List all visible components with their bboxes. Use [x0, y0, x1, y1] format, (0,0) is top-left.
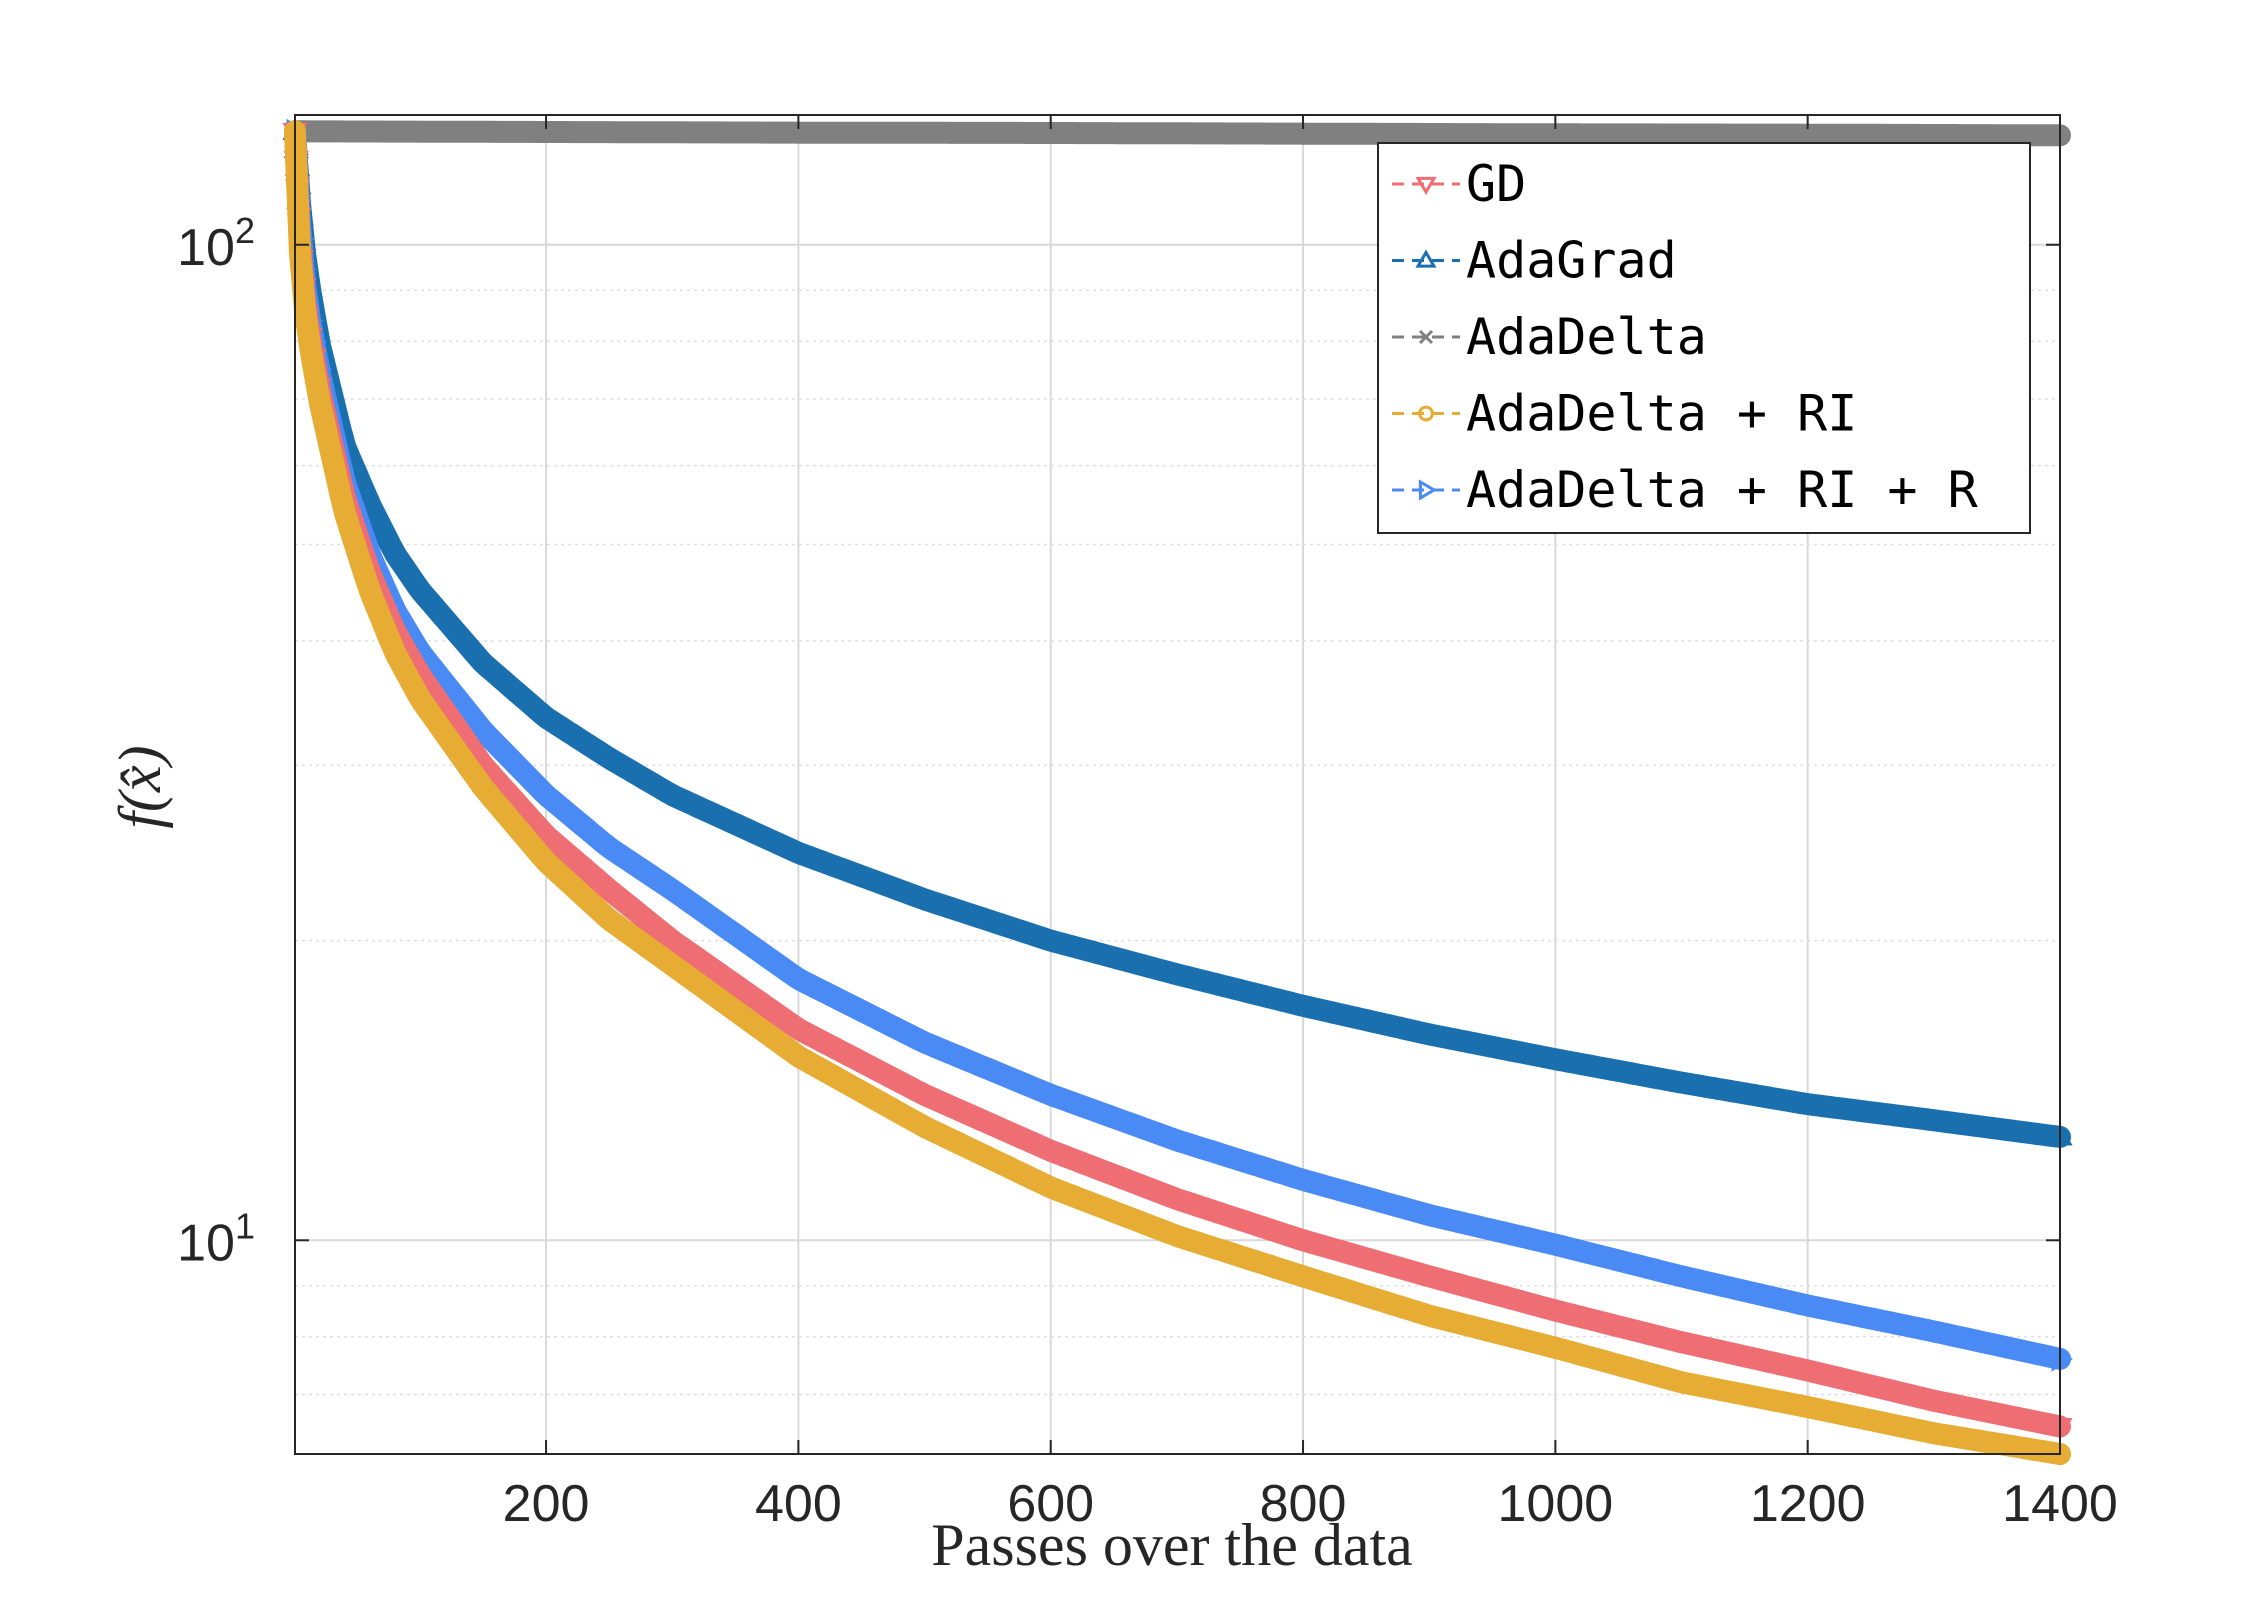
- y-tick-label: 101: [177, 1205, 255, 1272]
- legend-item: AdaDelta + RI + R: [1392, 461, 1979, 519]
- series-adadelta: [284, 120, 2071, 147]
- y-tick-label: 102: [177, 210, 255, 277]
- x-tick-label: 1000: [1498, 1475, 1614, 1533]
- series-marker: [291, 258, 311, 278]
- series-marker: [305, 122, 323, 140]
- x-axis-title: Passes over the data: [931, 1512, 1413, 1578]
- series-marker: [2051, 1346, 2073, 1372]
- series-marker: [1415, 176, 1437, 195]
- legend-item: AdaGrad: [1392, 232, 1677, 290]
- legend-item: AdaDelta + RI: [1392, 385, 1857, 443]
- series-line: [284, 120, 2071, 1148]
- series-marker: [1418, 405, 1434, 422]
- x-tick-label: 1200: [1750, 1475, 1866, 1533]
- y-axis-title: f(x̂): [107, 745, 173, 828]
- legend-label: AdaDelta: [1466, 308, 1707, 366]
- series-marker: [304, 360, 324, 380]
- x-tick-label: 600: [1007, 1475, 1094, 1533]
- series-marker: [296, 315, 316, 335]
- x-tick-label: 200: [503, 1475, 590, 1533]
- x-tick-label: 800: [1260, 1475, 1347, 1533]
- legend-box: [1377, 142, 2031, 534]
- series-marker: [288, 182, 308, 202]
- x-tick-label: 400: [755, 1475, 842, 1533]
- legend: GD AdaGrad AdaDelta AdaDelta + RI AdaDelta +…: [1377, 142, 2031, 534]
- series-marker: [309, 389, 329, 409]
- x-tick-label: 1400: [2002, 1475, 2118, 1533]
- series-line: [284, 120, 2071, 147]
- series-marker: [300, 337, 320, 357]
- series-marker: [289, 213, 309, 233]
- series-marker: [1418, 329, 1434, 345]
- series-layer: [282, 118, 2073, 1465]
- legend-item: GD: [1392, 155, 1526, 213]
- series-marker: [286, 152, 306, 172]
- tick-layer: 200 400 600 800 1000 1200 1400 102 101: [177, 115, 2118, 1533]
- legend-item: AdaDelta: [1392, 308, 1707, 366]
- legend-label: AdaDelta + RI + R: [1466, 461, 1979, 519]
- series-marker: [310, 122, 328, 140]
- legend-label: GD: [1466, 155, 1526, 213]
- series-line: [284, 120, 2071, 1370]
- legend-label: AdaDelta + RI: [1466, 385, 1857, 443]
- series-line: [284, 120, 2071, 1438]
- legend-label: AdaGrad: [1466, 232, 1677, 290]
- series-marker: [1415, 249, 1437, 268]
- series-marker: [1418, 479, 1437, 501]
- series-line: [284, 120, 2071, 1465]
- axes-frame: [294, 114, 2061, 1455]
